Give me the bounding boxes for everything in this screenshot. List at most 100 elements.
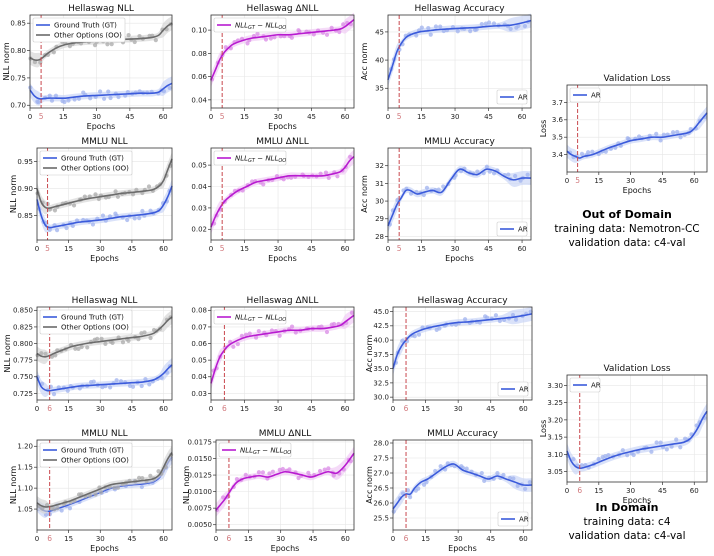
data-point xyxy=(513,317,519,322)
y-axis-label: NLL norm xyxy=(3,334,12,373)
legend-label: Ground Truth (GT) xyxy=(61,314,124,322)
data-point xyxy=(70,223,75,229)
series-line xyxy=(36,185,173,229)
plot-frame xyxy=(566,84,708,173)
data-point xyxy=(140,208,145,214)
plot-frame xyxy=(36,147,173,241)
data-point xyxy=(146,184,152,189)
legend-label: Other Options (OO) xyxy=(61,165,129,173)
x-tick-label: 45 xyxy=(658,177,667,185)
data-point xyxy=(243,472,248,477)
data-point xyxy=(326,466,331,471)
data-point xyxy=(416,332,422,337)
data-point xyxy=(678,445,683,450)
y-tick-label: 32 xyxy=(375,162,384,170)
legend-box xyxy=(213,150,287,166)
data-point xyxy=(324,32,330,37)
data-point xyxy=(491,171,497,176)
data-point xyxy=(82,194,87,199)
data-point xyxy=(400,338,405,343)
y-tick-label: 0.725 xyxy=(13,390,33,398)
data-point xyxy=(115,485,121,490)
data-point xyxy=(683,436,688,441)
data-point xyxy=(474,27,479,32)
data-point xyxy=(516,23,521,28)
data-point xyxy=(464,466,469,471)
chart-title: Validation Loss xyxy=(603,74,670,84)
data-point xyxy=(437,326,442,331)
data-point xyxy=(603,149,608,154)
y-tick-label: 0.02 xyxy=(191,226,207,234)
legend: Ground Truth (GT) Other Options (OO) xyxy=(39,442,133,468)
data-point xyxy=(137,216,142,221)
chart-ood-hs-nll: 0 15 30 45 60 5 0.70 0.75 0.80 0.85 Hellaswag NLL E… xyxy=(2,4,173,131)
data-point xyxy=(424,185,430,190)
data-point xyxy=(88,96,93,101)
y-tick-label: 35.0 xyxy=(373,365,389,373)
y-tick-label: 3.05 xyxy=(547,468,563,476)
chart-title: MMLU ΔNLL xyxy=(256,137,308,147)
data-point xyxy=(51,50,56,55)
x-tick-label: 60 xyxy=(341,245,350,253)
x-tick-label: 15 xyxy=(240,245,249,253)
chart-ood-mmlu-nll: 0 15 30 45 60 5 0.85 0.90 0.95 MMLU NLL Epochs NLL … xyxy=(9,137,173,263)
legend: NLLGT − NLLOO xyxy=(213,150,287,166)
legend-label-part: GT xyxy=(248,317,256,323)
data-point xyxy=(221,495,226,500)
data-point xyxy=(579,463,584,468)
data-point xyxy=(142,330,147,335)
data-point xyxy=(261,182,266,187)
data-point xyxy=(493,313,499,318)
data-point xyxy=(148,208,153,213)
y-tick-label: 26.5 xyxy=(373,484,389,492)
series-line xyxy=(29,82,173,100)
data-point xyxy=(631,452,636,458)
x-tick-label: 45 xyxy=(484,245,493,253)
data-point xyxy=(326,175,331,181)
x-tick-label: 30 xyxy=(454,535,463,543)
data-point xyxy=(143,377,148,382)
data-point xyxy=(525,172,530,177)
x-tick-label: 60 xyxy=(690,487,699,495)
chart-id-hs-nll: 0 15 30 45 60 6 0.725 0.750 0.775 0.800 0.825 0.850… xyxy=(3,296,173,413)
chart-ood-hs-dnll: 0 15 30 45 60 5 0.04 0.06 0.08 0.10 Hellaswag ΔNLL… xyxy=(191,4,355,131)
y-axis-label: NLL norm xyxy=(9,466,18,505)
data-point xyxy=(93,492,98,497)
series-line xyxy=(387,168,532,227)
chart-title: Hellaswag Accuracy xyxy=(417,296,508,306)
y-tick-label: 32.5 xyxy=(373,379,389,387)
x-tick-label: 15 xyxy=(421,405,430,413)
data-point xyxy=(243,332,249,337)
chart-ood-mmlu-acc: 0 15 30 45 60 5 28 29 30 31 32 MMLU Accuracy Epochs A… xyxy=(360,137,532,263)
data-point xyxy=(468,29,473,34)
data-point xyxy=(318,171,323,176)
y-tick-label: 0.775 xyxy=(13,357,33,365)
legend-box xyxy=(32,17,126,43)
data-point xyxy=(40,506,45,511)
data-point xyxy=(462,317,468,322)
legend-label-part: NLL xyxy=(270,447,283,455)
plot-frame xyxy=(387,147,532,241)
x-tick-label: 45 xyxy=(307,113,316,121)
data-point xyxy=(297,29,302,34)
legend-label-part: − xyxy=(255,22,265,30)
legend-label-part: − xyxy=(255,314,265,322)
y-tick-label: 40.0 xyxy=(373,336,389,344)
legend-label-part: GT xyxy=(248,25,256,31)
x-tick-label: 60 xyxy=(159,535,168,543)
y-tick-label: 0.0050 xyxy=(188,521,213,529)
chart-title: MMLU NLL xyxy=(81,137,127,147)
plot-frame xyxy=(387,14,532,109)
legend-box xyxy=(213,309,287,325)
data-point xyxy=(36,100,41,105)
y-tick-label: 28 xyxy=(375,233,384,241)
x-tick-label: 60 xyxy=(159,405,168,413)
x-tick-label: 60 xyxy=(159,245,168,253)
epoch-marker-label: 5 xyxy=(397,112,402,121)
x-tick-label: 45 xyxy=(127,245,136,253)
x-tick-label: 15 xyxy=(64,405,73,413)
data-point xyxy=(479,470,484,476)
data-point xyxy=(523,486,528,491)
y-axis-label: NLL norm xyxy=(182,466,191,505)
data-point xyxy=(167,85,172,90)
